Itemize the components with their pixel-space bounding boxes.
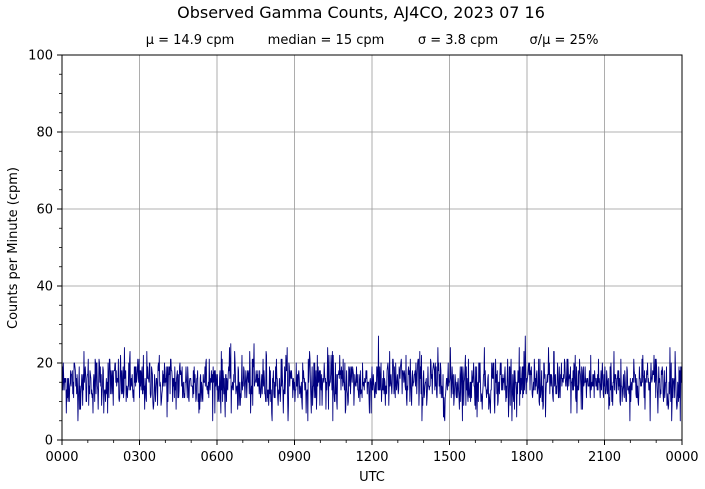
y-tick-label: 100 [28,49,53,64]
stat-sigma: σ = 3.8 cpm [418,33,498,48]
x-tick-labels: 0000 0300 0600 0900 1200 1500 1800 2100 0000 [45,450,698,465]
x-tick-label: 2100 [588,450,621,465]
x-axis-label: UTC [359,470,385,485]
stat-mean: μ = 14.9 cpm [146,33,235,48]
x-tick-label: 1200 [355,450,388,465]
y-tick-labels: 0 20 40 60 80 100 [28,49,53,449]
x-tick-label: 1800 [510,450,543,465]
major-ticks [57,54,683,445]
y-axis-label: Counts per Minute (cpm) [6,167,21,329]
x-tick-label: 0600 [200,450,233,465]
x-tick-label: 0900 [278,450,311,465]
y-tick-label: 40 [36,280,53,295]
y-tick-label: 80 [36,126,53,141]
x-tick-label: 0000 [665,450,698,465]
plot-frame [61,54,683,441]
grid-lines [61,54,683,441]
stat-median: median = 15 cpm [268,33,385,48]
x-tick-label: 0300 [123,450,156,465]
stat-cv: σ/μ = 25% [530,33,599,48]
y-tick-label: 20 [36,357,53,372]
y-tick-label: 60 [36,203,53,218]
x-tick-label: 0000 [45,450,78,465]
x-tick-label: 1500 [433,450,466,465]
y-tick-label: 0 [45,434,53,449]
chart-title: Observed Gamma Counts, AJ4CO, 2023 07 16 [177,3,545,22]
series-line [61,335,683,422]
